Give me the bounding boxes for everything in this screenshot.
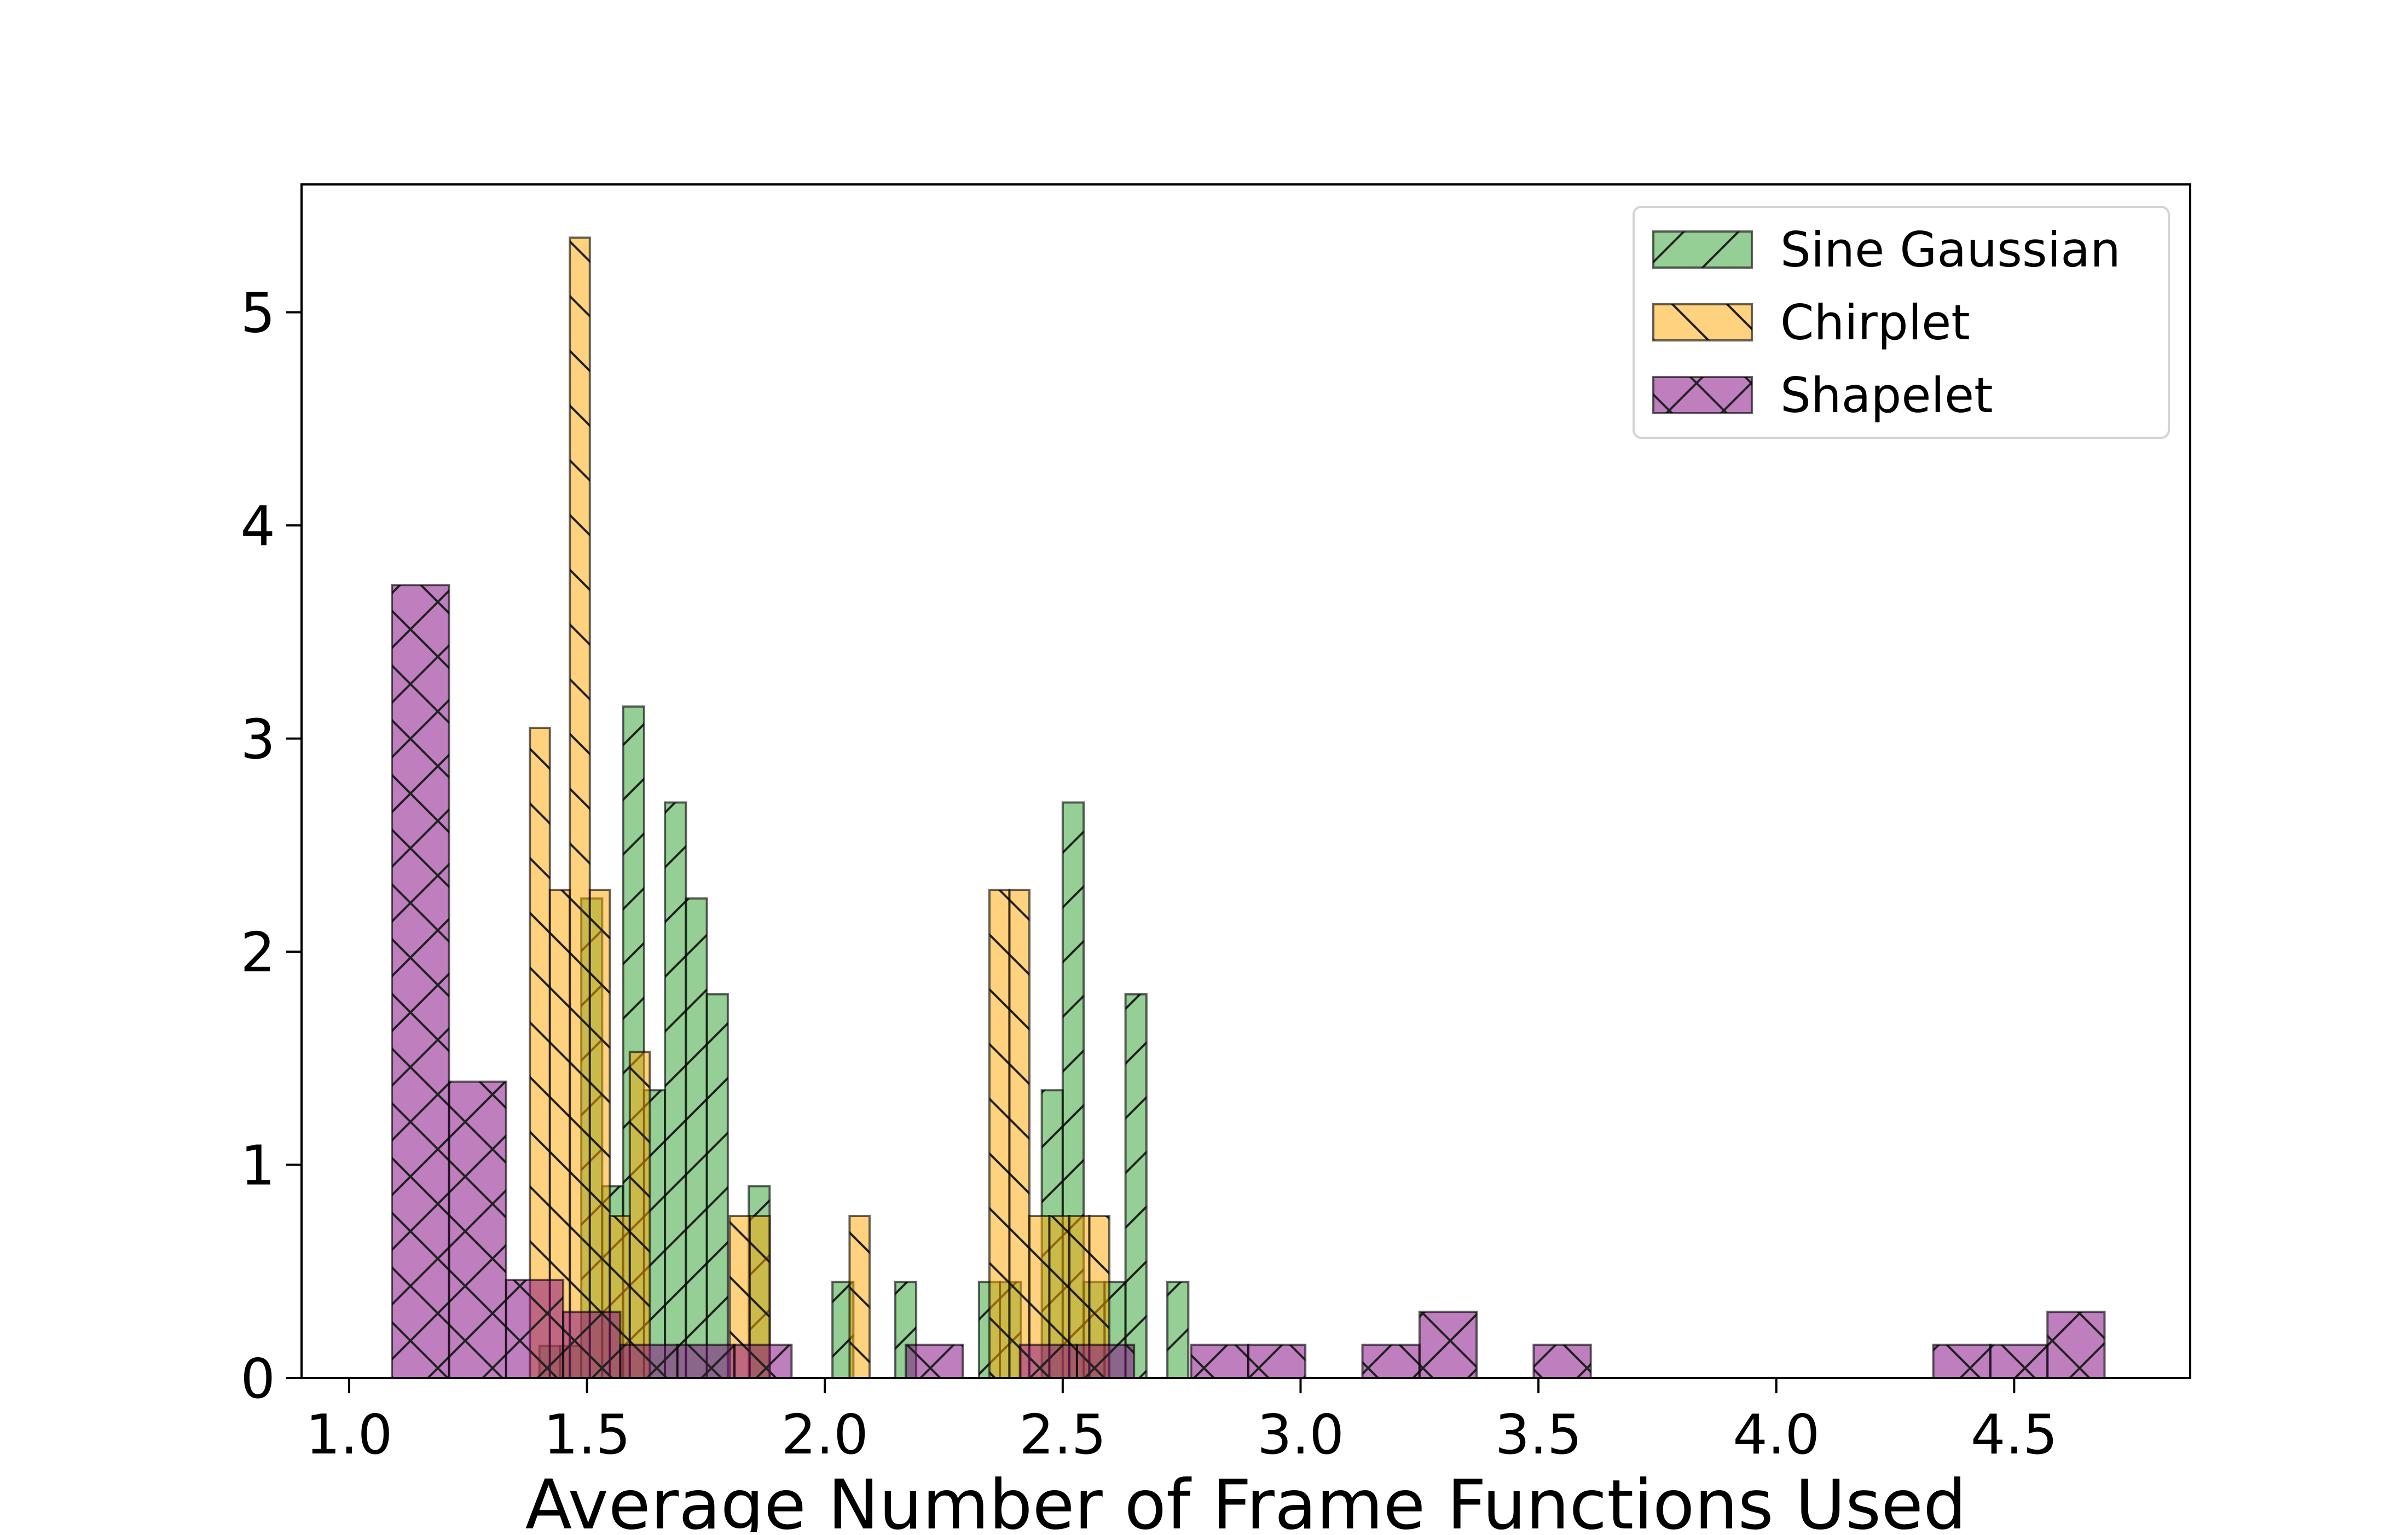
series-shapelet	[391, 584, 2106, 1380]
x-tick-label: 2.0	[782, 1403, 869, 1467]
chirplet-bar-hatch	[529, 727, 551, 1379]
chirplet-bar-hatch	[848, 1215, 871, 1379]
y-tick-label: 3	[240, 708, 275, 772]
chirplet-bar-hatch	[588, 889, 611, 1380]
sine-gaussian-bar-hatch	[1166, 1281, 1190, 1379]
y-tick-label: 2	[240, 920, 275, 984]
chirplet-bar-hatch	[569, 236, 591, 1380]
y-tick-label: 1	[240, 1134, 275, 1198]
shapelet-bar-hatch	[391, 584, 450, 1379]
shapelet-bar-hatch	[505, 1278, 565, 1379]
y-axis: 0 1 2 3 4 5	[240, 281, 302, 1411]
shapelet-bar-hatch	[1247, 1343, 1307, 1380]
x-tick-label: 2.5	[1019, 1403, 1106, 1467]
shapelet-bar-hatch	[676, 1343, 736, 1380]
shapelet-bar-hatch	[733, 1343, 793, 1380]
shapelet-bar-hatch	[904, 1343, 964, 1380]
legend-swatch-hatch	[1652, 376, 1753, 414]
bars-layer	[391, 236, 2106, 1380]
shapelet-bar-hatch	[1075, 1343, 1136, 1380]
shapelet-bar-hatch	[1989, 1343, 2049, 1380]
sine-gaussian-bar-hatch	[1124, 993, 1148, 1379]
y-tick-label: 4	[240, 494, 275, 558]
shapelet-bar-hatch	[1418, 1311, 1478, 1380]
sine-gaussian-bar-hatch	[685, 897, 708, 1379]
legend-label-shapelet: Shapelet	[1780, 367, 1993, 424]
shapelet-bar-hatch	[562, 1311, 622, 1380]
legend-swatch-hatch	[1652, 230, 1753, 269]
x-tick-label: 1.0	[305, 1403, 392, 1467]
x-tick-label: 4.0	[1733, 1403, 1820, 1467]
chirplet-bar-hatch	[1008, 889, 1031, 1380]
shapelet-bar-hatch	[448, 1080, 507, 1379]
x-axis-title: Average Number of Frame Functions Used	[525, 1466, 1967, 1532]
chirplet-bar-hatch	[988, 889, 1011, 1380]
sine-gaussian-bar-hatch	[705, 993, 729, 1379]
chirplet-bar-hatch	[628, 1051, 651, 1379]
legend-box	[1633, 206, 2170, 439]
shapelet-bar-hatch	[2046, 1311, 2106, 1380]
x-tick-label: 3.5	[1495, 1403, 1582, 1467]
x-tick-label: 4.5	[1971, 1403, 2058, 1467]
legend: Sine Gaussian Chirplet Shapelet	[1633, 206, 2170, 439]
x-axis: 1.0 1.5 2.0 2.5 3.0 3.5 4.0 4.5	[305, 1378, 2058, 1467]
shapelet-bar-hatch	[619, 1343, 679, 1380]
y-tick-label: 5	[240, 281, 275, 345]
shapelet-bar-hatch	[1532, 1343, 1592, 1380]
x-tick-label: 3.0	[1257, 1403, 1344, 1467]
legend-label-chirplet: Chirplet	[1780, 294, 1970, 351]
shapelet-bar-hatch	[1018, 1343, 1078, 1380]
legend-swatch-hatch	[1652, 303, 1753, 341]
shapelet-bar-hatch	[1190, 1343, 1249, 1380]
shapelet-bar-hatch	[1932, 1343, 1992, 1380]
sine-gaussian-bar-hatch	[664, 801, 687, 1379]
y-tick-label: 0	[240, 1347, 275, 1411]
legend-label-sine-gaussian: Sine Gaussian	[1780, 222, 2121, 278]
shapelet-bar-hatch	[1361, 1343, 1421, 1380]
x-tick-label: 1.5	[543, 1403, 630, 1467]
plot-frame	[300, 183, 2191, 1379]
